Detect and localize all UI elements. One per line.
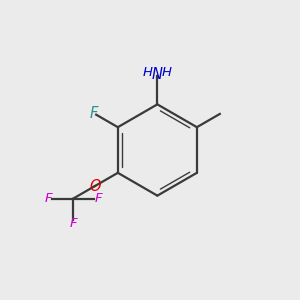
Text: F: F: [44, 192, 52, 205]
Text: H: H: [162, 67, 172, 80]
Text: F: F: [90, 106, 98, 121]
Text: F: F: [94, 192, 102, 205]
Text: O: O: [89, 178, 100, 194]
Text: H: H: [143, 67, 153, 80]
Text: F: F: [69, 217, 77, 230]
Text: N: N: [152, 68, 163, 82]
